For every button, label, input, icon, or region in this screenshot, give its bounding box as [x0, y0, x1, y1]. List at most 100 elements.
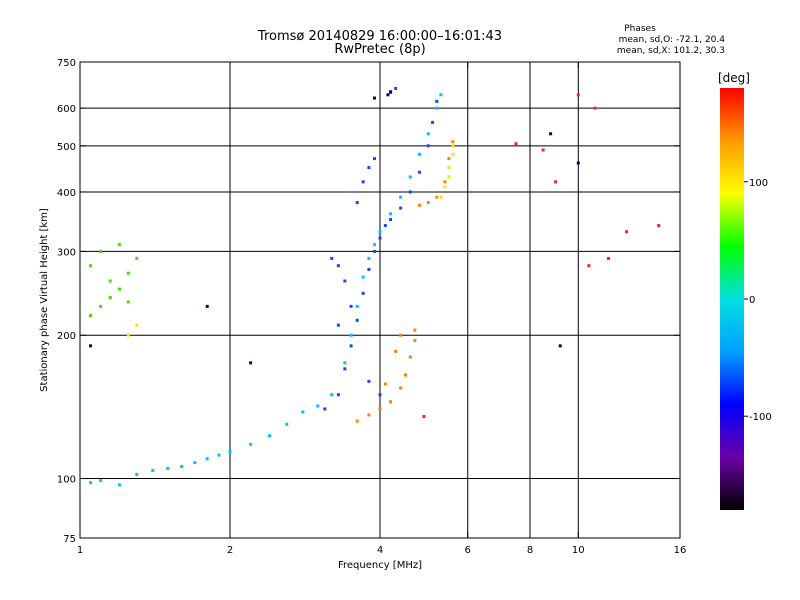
- data-point: [180, 464, 184, 468]
- data-point: [558, 344, 562, 348]
- data-point: [126, 333, 130, 337]
- data-point: [435, 99, 439, 103]
- colorbar-tick-label: -100: [749, 412, 772, 423]
- data-point: [89, 264, 93, 268]
- data-point: [657, 224, 661, 228]
- data-point: [343, 367, 347, 371]
- data-point: [389, 90, 393, 94]
- axis-ticks: 1 2 4 6 8 10 16 75 100 200 300 400 500 600 750: [57, 58, 686, 556]
- data-point: [285, 422, 289, 426]
- data-point: [166, 466, 170, 470]
- data-point: [435, 195, 439, 199]
- data-point: [378, 230, 382, 234]
- data-point: [514, 142, 518, 146]
- data-point: [576, 93, 580, 97]
- data-point: [408, 175, 412, 179]
- data-point: [343, 279, 347, 283]
- data-point: [89, 481, 93, 485]
- y-tick-label: 750: [57, 58, 76, 69]
- data-point: [422, 414, 426, 418]
- data-point: [451, 152, 455, 156]
- data-point: [361, 291, 365, 295]
- data-point: [117, 287, 121, 291]
- data-point: [89, 344, 93, 348]
- data-point: [367, 413, 371, 417]
- data-point: [349, 344, 353, 348]
- data-point: [541, 148, 545, 152]
- data-point: [99, 249, 103, 253]
- data-point: [447, 175, 451, 179]
- data-point: [89, 314, 93, 318]
- x-tick-label: 8: [527, 545, 533, 556]
- y-tick-label: 75: [63, 534, 76, 545]
- data-point: [378, 407, 382, 411]
- data-point: [355, 419, 359, 423]
- data-point: [413, 328, 417, 332]
- data-point: [383, 224, 387, 228]
- data-point: [228, 449, 232, 453]
- data-point: [336, 264, 340, 268]
- data-point: [367, 379, 371, 383]
- data-point: [99, 479, 103, 483]
- data-point: [336, 393, 340, 397]
- data-point: [349, 333, 353, 337]
- phase-stats-o: mean, sd,O: -72.1, 20.4: [619, 35, 726, 45]
- data-point: [126, 271, 130, 275]
- data-point: [378, 393, 382, 397]
- x-axis-label: Frequency [MHz]: [338, 560, 422, 571]
- data-point: [389, 218, 393, 222]
- data-point: [439, 93, 443, 97]
- data-point: [399, 386, 403, 390]
- data-point: [394, 349, 398, 353]
- data-point: [389, 212, 393, 216]
- colorbar-label: [deg]: [718, 71, 750, 85]
- data-point: [408, 190, 412, 194]
- data-point: [108, 279, 112, 283]
- data-point: [439, 195, 443, 199]
- data-point: [426, 132, 430, 136]
- grid-lines: [80, 62, 680, 538]
- data-point: [426, 201, 430, 205]
- data-point: [151, 468, 155, 472]
- data-point: [417, 152, 421, 156]
- data-point: [135, 256, 139, 260]
- data-point: [301, 410, 305, 414]
- data-point: [549, 132, 553, 136]
- y-tick-label: 500: [57, 142, 76, 153]
- data-point: [451, 144, 455, 148]
- phase-stats-title: Phases: [624, 24, 656, 34]
- colorbar-ticks: 100 0 -100: [744, 178, 772, 423]
- data-point: [361, 180, 365, 184]
- data-point: [417, 203, 421, 207]
- data-point: [587, 264, 591, 268]
- data-point: [343, 361, 347, 365]
- data-point: [399, 195, 403, 199]
- x-tick-label: 4: [377, 545, 383, 556]
- x-tick-label: 1: [77, 545, 83, 556]
- data-point: [417, 170, 421, 174]
- data-point: [323, 407, 327, 411]
- data-point: [443, 185, 447, 189]
- y-tick-label: 400: [57, 188, 76, 199]
- y-tick-label: 100: [57, 475, 76, 486]
- data-point: [249, 442, 253, 446]
- data-point: [447, 166, 451, 170]
- data-point: [355, 304, 359, 308]
- data-point: [367, 166, 371, 170]
- data-point: [205, 457, 209, 461]
- data-point: [355, 318, 359, 322]
- data-point: [336, 323, 340, 327]
- data-point: [435, 106, 439, 110]
- data-point: [389, 400, 393, 404]
- data-point: [135, 472, 139, 476]
- data-point: [625, 230, 629, 234]
- data-point: [443, 180, 447, 184]
- colorbar-tick-label: 0: [749, 295, 755, 306]
- data-point: [378, 236, 382, 240]
- data-point: [593, 106, 597, 110]
- data-point: [607, 256, 611, 260]
- data-point: [249, 361, 253, 365]
- data-point: [330, 256, 334, 260]
- data-point: [267, 434, 271, 438]
